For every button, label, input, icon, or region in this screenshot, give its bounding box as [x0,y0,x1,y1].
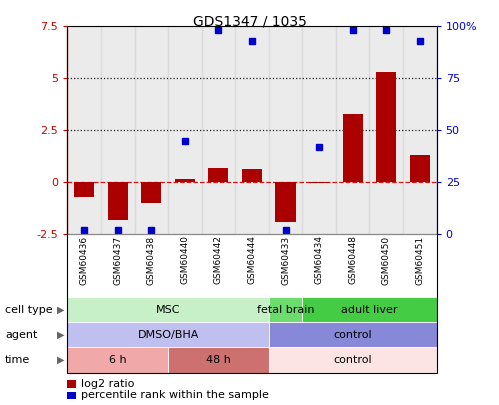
Text: control: control [333,355,372,365]
Bar [202,26,235,234]
Bar [175,179,195,182]
Bar [343,113,363,182]
Text: agent: agent [5,330,37,340]
Text: GDS1347 / 1035: GDS1347 / 1035 [193,14,306,28]
Text: time: time [5,355,30,365]
Text: 6 h: 6 h [109,355,127,365]
Text: ▶: ▶ [57,305,65,315]
Bar [336,26,369,234]
Bar [141,182,161,203]
Bar [67,26,101,234]
Text: log2 ratio: log2 ratio [81,379,135,389]
Text: ▶: ▶ [57,355,65,365]
Bar [309,182,329,183]
Bar [235,26,269,234]
Text: percentile rank within the sample: percentile rank within the sample [81,390,269,401]
Text: 48 h: 48 h [206,355,231,365]
Bar [403,26,437,234]
Bar [269,26,302,234]
Bar [135,26,168,234]
Bar [376,72,396,182]
Bar [168,26,202,234]
Bar [242,168,262,182]
Text: adult liver: adult liver [341,305,398,315]
Bar [74,182,94,197]
Bar [369,26,403,234]
Bar [275,182,295,222]
Bar [101,26,135,234]
Text: fetal brain: fetal brain [257,305,314,315]
Text: MSC: MSC [156,305,180,315]
Bar [108,182,128,220]
Bar [302,26,336,234]
Text: cell type: cell type [5,305,52,315]
Text: control: control [333,330,372,340]
Bar [410,155,430,182]
Text: ▶: ▶ [57,330,65,340]
Bar [209,168,229,182]
Text: DMSO/BHA: DMSO/BHA [137,330,199,340]
